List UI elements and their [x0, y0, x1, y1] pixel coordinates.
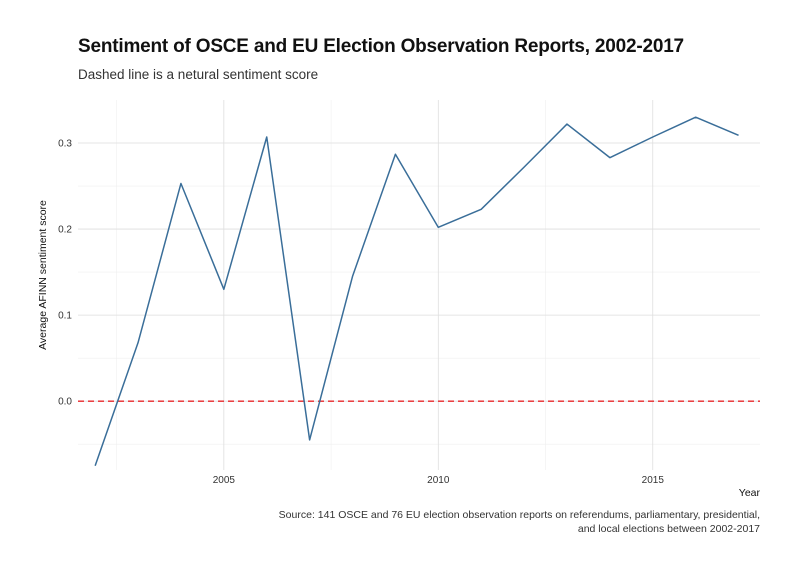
- sentiment-line-series: [94, 116, 739, 466]
- source-caption: Source: 141 OSCE and 76 EU election obse…: [279, 508, 760, 536]
- chart-title: Sentiment of OSCE and EU Election Observ…: [78, 36, 684, 57]
- x-tick-label: 2005: [213, 475, 236, 486]
- x-axis-title: Year: [739, 487, 761, 499]
- chart-subtitle: Dashed line is a netural sentiment score: [78, 67, 319, 82]
- caption-line-1: Source: 141 OSCE and 76 EU election obse…: [278, 509, 760, 521]
- y-tick-label: 0.1: [58, 311, 72, 322]
- y-tick-label: 0.0: [58, 397, 72, 408]
- y-tick-label: 0.2: [58, 225, 72, 236]
- y-tick-label: 0.3: [58, 139, 72, 150]
- y-axis-title: Average AFINN sentiment score: [37, 200, 49, 350]
- series-layer: [94, 116, 739, 466]
- x-tick-label: 2010: [427, 475, 450, 486]
- grid-lines: [78, 100, 760, 470]
- caption-line-2: and local elections between 2002-2017: [577, 523, 760, 535]
- x-tick-label: 2015: [642, 475, 665, 486]
- tick-labels: 0.0 0.1 0.2 0.3 2005 2010 2015: [58, 139, 664, 486]
